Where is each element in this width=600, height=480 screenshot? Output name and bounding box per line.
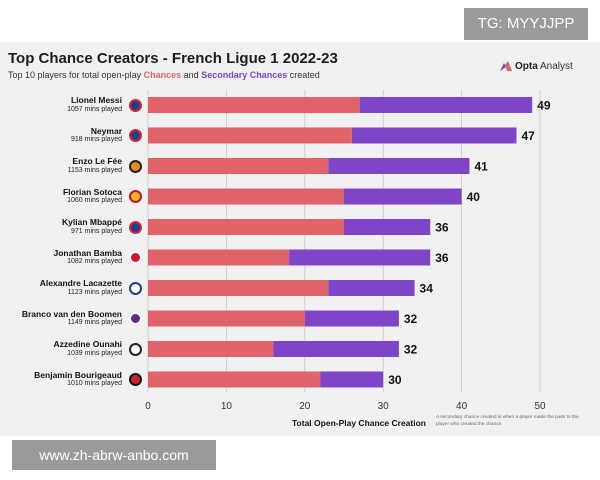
player-minutes: 1149 mins played [67, 319, 122, 326]
bar-secondary-chances [359, 97, 533, 113]
bar-secondary-chances [328, 158, 470, 174]
x-tick-label: 0 [145, 401, 151, 412]
bar-chances [148, 219, 344, 235]
subtitle-chances: Chances [143, 70, 182, 80]
bar-chances [148, 97, 360, 113]
chart-subtitle: Top 10 players for total open-play Chanc… [8, 70, 320, 80]
player-minutes: 1123 mins played [67, 288, 122, 296]
club-crest-icon [129, 159, 142, 173]
player-name: Jonathan Bamba [53, 247, 123, 258]
player-minutes: 1082 mins played [67, 258, 122, 265]
player-minutes: 1010 mins played [67, 380, 122, 387]
bar-chances [148, 158, 329, 174]
opta-analyst-logo: Opta Analyst [500, 61, 573, 72]
club-crest-icon [129, 342, 142, 356]
x-tick-label: 10 [221, 401, 233, 412]
x-tick-label: 50 [534, 401, 546, 412]
player-name: Florian Sotoca [62, 186, 122, 197]
subtitle-prefix: Top 10 players for total open-play [8, 70, 142, 80]
player-name: Enzo Le Fée [72, 156, 122, 166]
player-name: Kylian Mbappé [62, 217, 122, 227]
bar-secondary-chances [344, 188, 462, 205]
bar-total-label: 47 [521, 129, 535, 143]
bar-chances [148, 310, 305, 327]
bar-secondary-chances [273, 341, 399, 357]
bar-secondary-chances [328, 280, 415, 296]
player-minutes: 1057 mins played [67, 105, 122, 113]
player-minutes: 1153 mins played [67, 166, 122, 174]
club-crest-icon [129, 251, 142, 264]
subtitle-secondary: Secondary Chances [201, 70, 288, 80]
bar-total-label: 32 [404, 312, 418, 326]
bar-total-label: 34 [420, 282, 434, 296]
bar-total-label: 49 [537, 99, 551, 113]
x-tick-label: 20 [299, 401, 311, 412]
player-minutes: 1039 mins played [67, 349, 122, 357]
bar-total-label: 41 [474, 160, 488, 174]
watermark-top: TG: MYYJJPP [464, 8, 588, 40]
player-name: Lionel Messi [70, 95, 122, 105]
bar-total-label: 36 [435, 221, 449, 235]
bar-secondary-chances [344, 219, 431, 235]
club-crest-icon [129, 220, 142, 234]
bar-chances [148, 249, 290, 266]
bar-total-label: 30 [388, 373, 402, 387]
player-name: Benjamin Bourigeaud [34, 369, 122, 380]
player-minutes: 1060 mins played [67, 197, 122, 204]
player-name: Neymar [90, 125, 122, 136]
x-tick-label: 30 [378, 401, 390, 412]
club-crest-icon [129, 98, 142, 112]
player-name: Branco van den Boomen [21, 308, 122, 319]
bar-total-label: 40 [467, 190, 481, 204]
chart-title: Top Chance Creators - French Ligue 1 202… [8, 50, 338, 67]
x-axis-label: Total Open-Play Chance Creation [292, 418, 426, 428]
club-crest-icon [129, 373, 142, 386]
footnote: A secondary chance created is when a pla… [436, 415, 579, 427]
club-crest-icon [129, 190, 142, 203]
bar-chances [148, 371, 321, 388]
bar-secondary-chances [289, 249, 431, 266]
logo-suffix: Analyst [540, 61, 573, 72]
club-crest-icon [129, 281, 142, 295]
bar-secondary-chances [351, 127, 517, 144]
opta-logo-icon [500, 61, 512, 72]
player-minutes: 918 mins played [71, 136, 122, 143]
bar-chances [148, 188, 344, 205]
player-minutes: 971 mins played [71, 227, 122, 235]
bar-total-label: 32 [404, 343, 418, 357]
x-tick-label: 40 [456, 401, 468, 412]
subtitle-and: and [183, 70, 199, 80]
bar-total-label: 36 [435, 251, 449, 265]
bar-chances [148, 341, 274, 357]
subtitle-suffix: created [289, 70, 320, 80]
bar-secondary-chances [320, 371, 384, 388]
bar-chances [148, 127, 352, 144]
bar-secondary-chances [304, 310, 399, 327]
watermark-bottom: www.zh-abrw-anbo.com [12, 440, 216, 470]
bar-chances [148, 280, 329, 296]
player-name: Alexandre Lacazette [39, 278, 122, 288]
logo-brand: Opta [515, 61, 538, 72]
player-name: Azzedine Ounahi [53, 339, 122, 349]
club-crest-icon [129, 129, 142, 142]
club-crest-icon [129, 312, 142, 325]
